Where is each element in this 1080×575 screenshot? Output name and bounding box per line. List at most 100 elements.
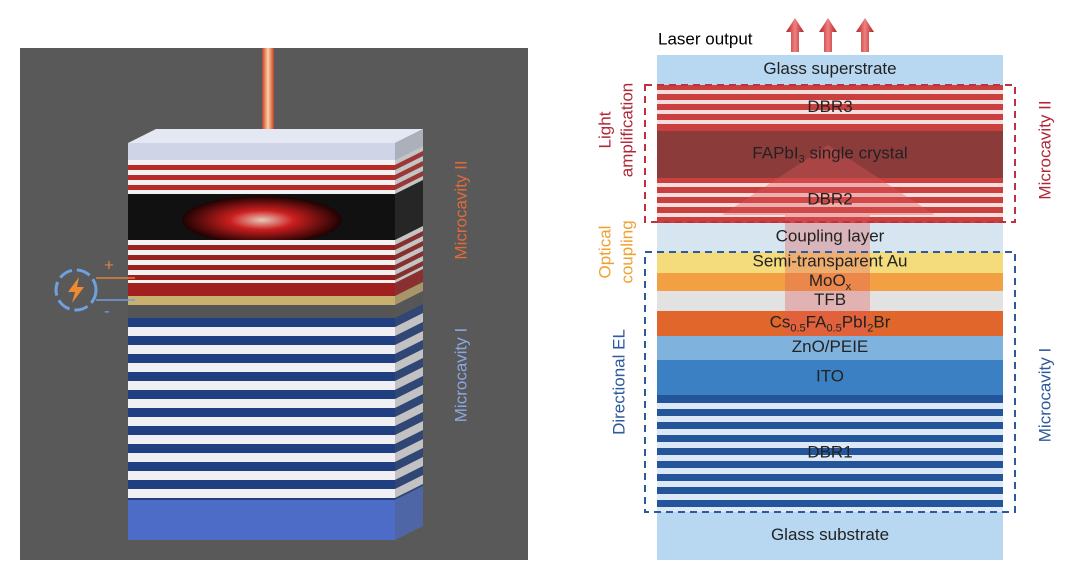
cavity-2-box [644, 84, 1016, 223]
dbr-stripe [128, 175, 395, 180]
layer-label: ITO [816, 367, 844, 386]
layer [657, 311, 1003, 336]
dbr-stripe-side [395, 421, 423, 444]
top-glass [128, 143, 395, 160]
dbr-stripe [128, 372, 395, 381]
side-label: amplification [617, 83, 636, 178]
layer-label: MoOx [809, 271, 852, 292]
dbr-stripe-side [395, 166, 423, 185]
dbr-stripe [128, 435, 395, 444]
dbr-stripe-side [395, 246, 423, 265]
dbr-stripe-side [395, 231, 423, 250]
dbr-stripe [657, 468, 1003, 474]
layer [657, 131, 1003, 178]
dbr-stripe [128, 390, 395, 399]
laser-arrow [819, 18, 837, 52]
dbr-stripe-side [395, 304, 423, 327]
dbr-stripe [128, 280, 395, 283]
minus-sign: - [104, 301, 110, 320]
crystal-glow [182, 196, 342, 244]
layer-label: Semi-transparent Au [753, 252, 908, 271]
side-label: Light [595, 111, 614, 148]
dbr-stripe [657, 193, 1003, 197]
cavity-label: Microcavity I [451, 328, 470, 422]
layer [657, 360, 1003, 395]
label-text: MoO [809, 271, 846, 290]
label-text: PbI [842, 313, 868, 332]
dbr-stripe-side [395, 226, 423, 245]
layer-label: FAPbI3 single crystal [752, 144, 907, 165]
layer-label: TFB [814, 290, 846, 309]
side-label: Microcavity II [1035, 100, 1054, 199]
crystal-side [395, 180, 423, 240]
glass-substrate [128, 500, 395, 540]
dbr-stripe [657, 429, 1003, 435]
au-layer [128, 296, 395, 305]
dbr-stripe [657, 494, 1003, 500]
dbr-stripe-side [395, 331, 423, 354]
label-text: ITO [816, 367, 844, 386]
dbr-stripe-side [395, 251, 423, 270]
dbr-stripe-side [395, 385, 423, 408]
dbr-stripe [128, 265, 395, 270]
dbr-stripe [128, 255, 395, 260]
label-text: Semi-transparent Au [753, 252, 908, 271]
dbr-stripe-side [395, 367, 423, 390]
dbr-stripe [128, 480, 395, 489]
layer [657, 395, 1003, 512]
dbr-stripe-side [395, 146, 423, 165]
dbr-stripe-side [395, 439, 423, 462]
layer [657, 252, 1003, 273]
perovskite-side [395, 269, 423, 296]
dbr-stripe-side [395, 376, 423, 399]
dbr-stripe [128, 408, 395, 417]
dbr-stripe-side [395, 236, 423, 255]
layer-label: Cs0.5FA0.5PbI2Br [770, 313, 891, 334]
dbr-stripe-side [395, 171, 423, 190]
dbr-stripe-side [395, 448, 423, 471]
dbr-stripe [128, 180, 395, 185]
top-glass-side [395, 129, 423, 160]
dbr-stripe-side [395, 457, 423, 480]
dbr-stripe [128, 270, 395, 275]
dbr-stripe [128, 245, 395, 250]
top-face [128, 129, 423, 143]
layer-diagram: Laser output Glass superstrate DBR3 FAPbI3 … [595, 18, 1054, 560]
layer-label: ZnO/PEIE [792, 337, 869, 356]
dbr-stripe [657, 183, 1003, 187]
subscript: x [846, 281, 852, 293]
dbr-stripe [128, 345, 395, 354]
dbr-stripe [657, 442, 1003, 448]
perovskite [128, 283, 395, 296]
dbr-stripe [128, 336, 395, 345]
subscript: 0.5 [826, 322, 841, 334]
power-icon [54, 268, 98, 312]
dbr-stripe [657, 416, 1003, 422]
laser-arrow [786, 18, 804, 52]
layer [657, 223, 1003, 252]
dbr-stripe-side [395, 256, 423, 275]
layer-label: Coupling layer [776, 227, 885, 246]
dbr-stripe [128, 453, 395, 462]
dbr-stripe [128, 462, 395, 471]
dbr-stripe-side [395, 151, 423, 170]
label-text: DBR1 [807, 443, 852, 462]
layer-label: DBR3 [807, 97, 852, 116]
dbr-stripe [657, 120, 1003, 124]
laser-output: Laser output [658, 29, 753, 48]
dbr-stripe [657, 90, 1003, 94]
label-text: FA [806, 313, 827, 332]
label-text: Br [873, 313, 890, 332]
dbr-stripe [128, 354, 395, 363]
label-text: Cs [770, 313, 791, 332]
layer [657, 336, 1003, 360]
dbr-stripe [128, 426, 395, 435]
label-text: DBR3 [807, 97, 852, 116]
dbr-stripe [128, 318, 395, 327]
dbr-stripe-side [395, 241, 423, 260]
plus-sign: + [104, 255, 114, 274]
dbr-stripe-side [395, 403, 423, 426]
label-text: FAPbI [752, 144, 798, 163]
dbr-stripe [128, 240, 395, 245]
